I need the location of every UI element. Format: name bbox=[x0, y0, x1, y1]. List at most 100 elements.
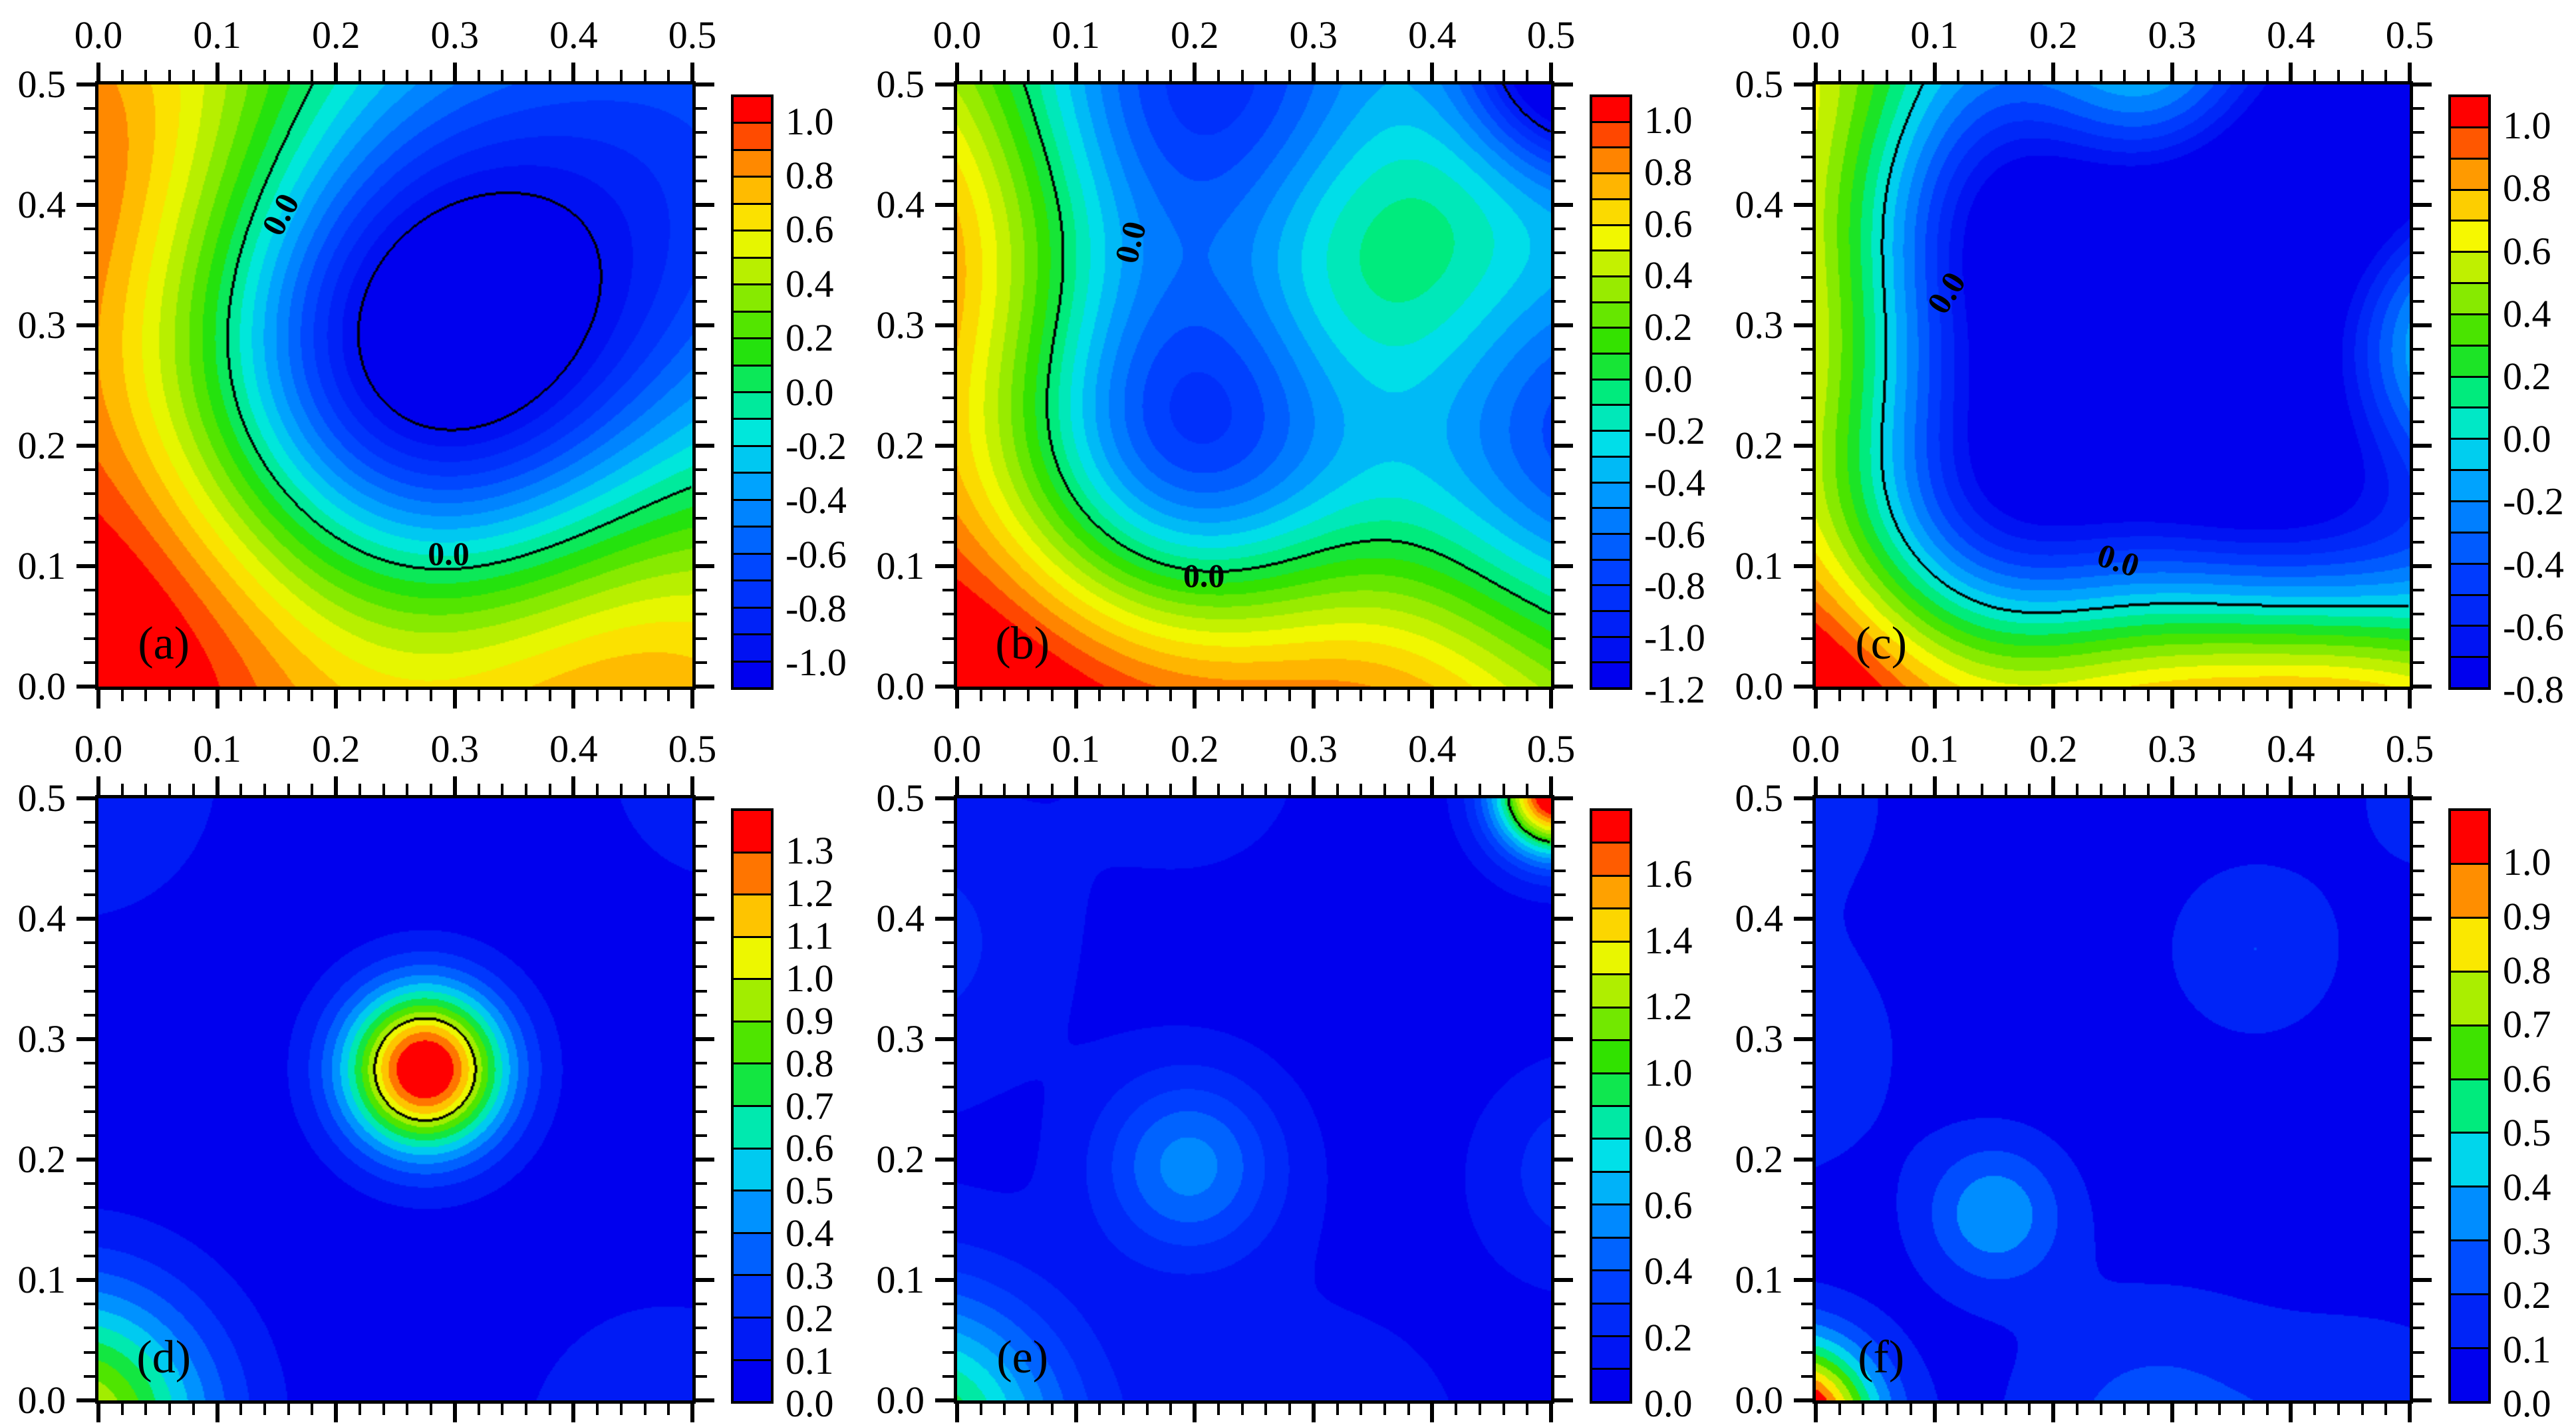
y-minor-tick bbox=[1801, 275, 1812, 279]
x-minor-tick bbox=[2147, 1404, 2150, 1415]
x-minor-tick bbox=[1027, 70, 1030, 81]
y-major-tick bbox=[2413, 323, 2432, 327]
contour-field-a bbox=[98, 84, 692, 687]
y-minor-tick bbox=[1554, 492, 1566, 496]
colorbar-segment bbox=[734, 337, 771, 365]
y-minor-tick bbox=[1801, 131, 1812, 134]
y-minor-tick bbox=[1554, 1110, 1566, 1113]
x-major-tick bbox=[2051, 690, 2056, 709]
y-minor-tick bbox=[2413, 1062, 2424, 1065]
x-minor-tick bbox=[382, 1404, 385, 1415]
plot-area-e: (e) bbox=[954, 795, 1554, 1404]
y-minor-tick bbox=[1554, 1230, 1566, 1233]
y-minor-tick bbox=[942, 1206, 954, 1209]
x-minor-tick bbox=[1145, 70, 1149, 81]
x-minor-tick bbox=[1360, 1404, 1363, 1415]
x-tick-label: 0.2 bbox=[1170, 727, 1219, 770]
y-tick-label: 0.1 bbox=[876, 1258, 925, 1301]
x-minor-tick bbox=[1288, 690, 1292, 701]
x-minor-tick bbox=[144, 784, 148, 795]
x-minor-tick bbox=[1981, 70, 1984, 81]
x-minor-tick bbox=[120, 690, 124, 701]
y-minor-tick bbox=[1554, 348, 1566, 351]
y-minor-tick bbox=[2413, 845, 2424, 848]
x-minor-tick bbox=[1455, 784, 1458, 795]
colorbar-segment bbox=[1592, 455, 1630, 482]
x-minor-tick bbox=[501, 70, 504, 81]
x-major-tick bbox=[1193, 63, 1197, 81]
x-minor-tick bbox=[1264, 784, 1268, 795]
colorbar-segment bbox=[1592, 940, 1630, 974]
x-minor-tick bbox=[1957, 784, 1960, 795]
y-minor-tick bbox=[84, 468, 95, 472]
x-minor-tick bbox=[1050, 690, 1054, 701]
colorbar-tick-label: 0.0 bbox=[1644, 357, 1693, 401]
x-minor-tick bbox=[524, 70, 527, 81]
colorbar-segment bbox=[734, 391, 771, 418]
y-minor-tick bbox=[84, 228, 95, 231]
y-minor-tick bbox=[1801, 540, 1812, 544]
x-minor-tick bbox=[1288, 1404, 1292, 1415]
x-major-tick bbox=[96, 63, 100, 81]
y-minor-tick bbox=[1554, 251, 1566, 255]
colorbar-tick-label: -0.8 bbox=[1644, 564, 1705, 608]
x-minor-tick bbox=[406, 690, 409, 701]
x-minor-tick bbox=[287, 70, 290, 81]
x-major-tick bbox=[571, 776, 576, 795]
y-major-tick bbox=[696, 203, 714, 207]
y-major-tick bbox=[1554, 796, 1573, 800]
x-major-tick bbox=[1430, 690, 1435, 709]
plot-area-f: (f) bbox=[1812, 795, 2413, 1404]
colorbar-tick-label: 0.1 bbox=[786, 1339, 834, 1383]
y-minor-tick bbox=[1801, 1134, 1812, 1137]
y-minor-tick bbox=[2413, 989, 2424, 993]
colorbar-tick-label: 0.8 bbox=[1644, 1117, 1693, 1161]
y-tick-label: 0.2 bbox=[17, 424, 67, 467]
x-minor-tick bbox=[1383, 70, 1386, 81]
colorbar-tick-label: -0.4 bbox=[786, 478, 847, 522]
x-minor-tick bbox=[2384, 70, 2388, 81]
colorbar-segment bbox=[2451, 344, 2488, 376]
x-minor-tick bbox=[1407, 70, 1410, 81]
x-major-tick bbox=[96, 1404, 100, 1422]
colorbar-tick-label: -1.0 bbox=[786, 641, 847, 685]
x-major-tick bbox=[96, 690, 100, 709]
y-minor-tick bbox=[1801, 637, 1812, 640]
colorbar-tick-label: 1.2 bbox=[786, 871, 834, 915]
x-major-tick bbox=[690, 690, 694, 709]
y-minor-tick bbox=[696, 637, 707, 640]
colorbar-segment bbox=[734, 256, 771, 284]
y-minor-tick bbox=[1554, 299, 1566, 303]
colorbar-tick-label: 1.0 bbox=[2503, 104, 2551, 148]
y-minor-tick bbox=[696, 228, 707, 231]
y-tick-label: 0.5 bbox=[17, 63, 67, 106]
y-major-tick bbox=[935, 444, 954, 448]
y-tick-label: 0.2 bbox=[876, 1138, 925, 1181]
x-minor-tick bbox=[263, 70, 267, 81]
colorbar-tick-label: -1.0 bbox=[1644, 616, 1705, 660]
colorbar-segment bbox=[2451, 916, 2488, 971]
colorbar-segment bbox=[1592, 661, 1630, 688]
x-minor-tick bbox=[1407, 690, 1410, 701]
colorbar-tick-label: 0.5 bbox=[2503, 1111, 2551, 1155]
x-major-tick bbox=[2289, 63, 2293, 81]
y-major-tick bbox=[2413, 203, 2432, 207]
x-minor-tick bbox=[2147, 70, 2150, 81]
y-minor-tick bbox=[2413, 1254, 2424, 1257]
y-minor-tick bbox=[84, 155, 95, 158]
x-minor-tick bbox=[168, 784, 172, 795]
plot-area-d: (d) bbox=[95, 795, 696, 1404]
colorbar-tick-label: 0.2 bbox=[786, 1297, 834, 1341]
y-tick-label: 0.0 bbox=[1735, 665, 1784, 708]
colorbar-segment bbox=[2451, 970, 2488, 1025]
colorbar-tick-label: -0.6 bbox=[2503, 605, 2564, 649]
y-minor-tick bbox=[1554, 372, 1566, 375]
colorbar-tick-label: -0.2 bbox=[1644, 408, 1705, 452]
colorbar-segment bbox=[734, 851, 771, 894]
y-minor-tick bbox=[84, 107, 95, 110]
x-minor-tick bbox=[1169, 1404, 1173, 1415]
x-tick-label: 0.5 bbox=[2385, 727, 2434, 770]
colorbar-tick-label: 0.0 bbox=[2503, 417, 2551, 461]
x-minor-tick bbox=[1407, 784, 1410, 795]
y-major-tick bbox=[1794, 1278, 1812, 1282]
